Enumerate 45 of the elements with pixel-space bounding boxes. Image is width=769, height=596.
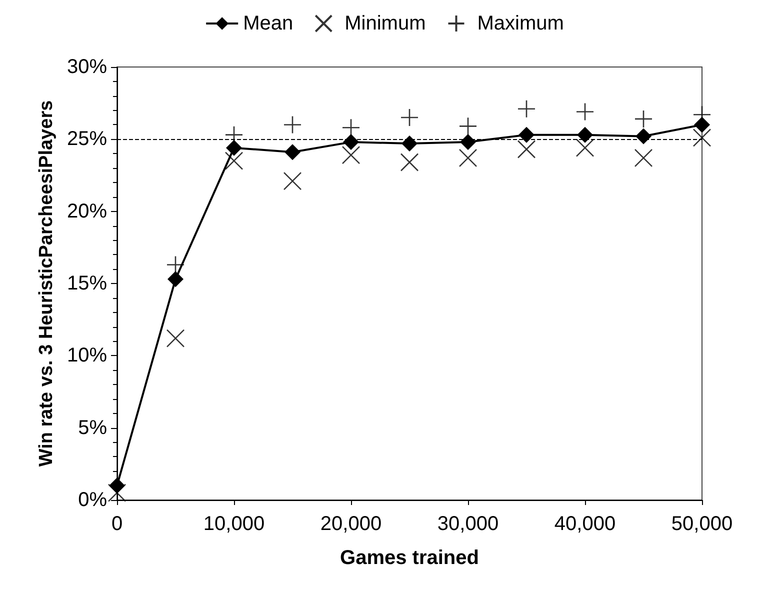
point bbox=[518, 126, 534, 143]
point bbox=[458, 117, 478, 136]
point bbox=[634, 110, 653, 128]
y-tick-label: 5% bbox=[78, 416, 108, 439]
y-tick-label: 15% bbox=[66, 272, 108, 294]
point bbox=[517, 140, 536, 158]
point bbox=[166, 329, 185, 348]
point bbox=[402, 135, 418, 152]
x-tick-label: 10,000 bbox=[203, 513, 265, 535]
point bbox=[343, 134, 359, 150]
point bbox=[458, 148, 478, 168]
point bbox=[283, 116, 302, 134]
legend-label: Maximum bbox=[477, 12, 564, 34]
point bbox=[692, 128, 712, 147]
point bbox=[636, 128, 652, 144]
point bbox=[342, 146, 360, 164]
y-tick-label: 10% bbox=[66, 344, 108, 367]
y-tick-label: 20% bbox=[66, 200, 108, 222]
x-tick-label: 50,000 bbox=[671, 513, 733, 535]
y-axis-title: Win rate vs. 3 HeuristicParcheesiPlayers bbox=[36, 100, 58, 467]
point bbox=[400, 108, 419, 127]
x-tick-label: 30,000 bbox=[437, 513, 499, 535]
point bbox=[168, 271, 184, 288]
x-tick-label: 40,000 bbox=[554, 513, 616, 535]
point bbox=[576, 138, 594, 157]
y-tick-label: 25% bbox=[66, 128, 108, 150]
legend-label: Mean bbox=[243, 12, 294, 34]
x-tick-label: 0 bbox=[111, 513, 123, 535]
point bbox=[400, 153, 419, 172]
point bbox=[224, 152, 244, 170]
point bbox=[460, 134, 476, 150]
point bbox=[517, 100, 536, 118]
point bbox=[577, 126, 593, 143]
x-axis-title: Games trained bbox=[340, 547, 479, 569]
point bbox=[576, 102, 594, 121]
point bbox=[634, 148, 653, 168]
x-tick-label: 20,000 bbox=[320, 513, 382, 535]
y-tick-label: 30% bbox=[66, 56, 108, 78]
point bbox=[284, 144, 300, 160]
point bbox=[108, 484, 126, 502]
y-tick-label: 0% bbox=[78, 489, 108, 511]
point bbox=[694, 116, 710, 133]
legend-label: Minimum bbox=[344, 12, 426, 34]
point bbox=[226, 140, 242, 156]
point bbox=[283, 172, 302, 190]
